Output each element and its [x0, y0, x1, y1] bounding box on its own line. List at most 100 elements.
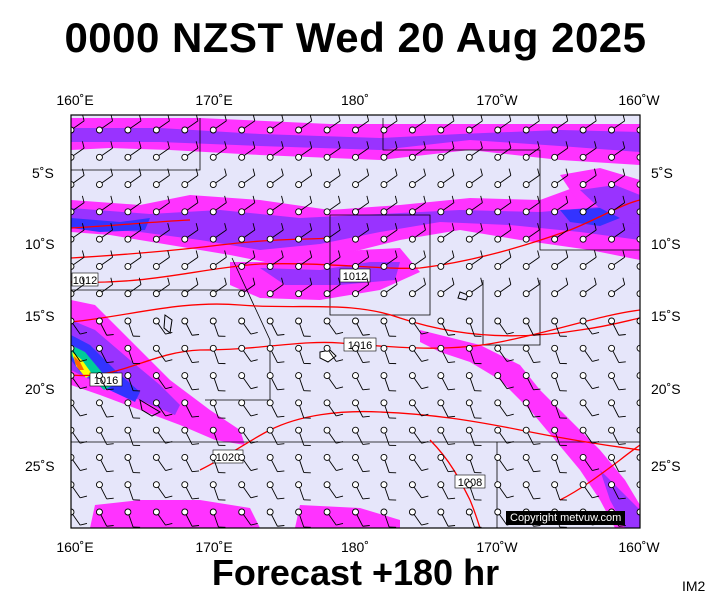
wind-barb-shaft [639, 402, 640, 405]
rain-heavy-west [71, 335, 140, 402]
wind-barb-flag [165, 413, 173, 417]
wind-barb-flag [394, 195, 398, 203]
island-samoa [457, 291, 469, 301]
wind-barb-flag [394, 223, 398, 231]
lat-label-25s: 25˚S [25, 458, 55, 474]
wind-barb-station [95, 372, 103, 380]
wind-barb-station [152, 344, 160, 352]
wind-barb-station [551, 290, 559, 298]
wind-barb-flag [281, 277, 284, 285]
wind-barb-station [408, 235, 416, 243]
wind-barb-station [266, 317, 274, 325]
wind-barb-flag [337, 141, 341, 149]
wind-barb-flag [252, 141, 256, 149]
wind-barb-flag [594, 277, 597, 285]
isobar-1020 [199, 410, 640, 471]
wind-barb-flag [480, 250, 483, 258]
wind-barb-flag [594, 141, 597, 149]
lat-label-20s-right: 20˚S [651, 381, 681, 397]
wind-barb-station [323, 508, 331, 516]
wind-barb-flag [448, 497, 456, 500]
wind-barb-station [494, 262, 502, 270]
wind-barb-flag [224, 141, 227, 149]
wind-barb-station [295, 399, 303, 407]
wind-barb-station [152, 235, 160, 243]
wind-barb-flag [533, 497, 541, 500]
wind-barb-flag [565, 168, 569, 176]
wind-barb-flag [506, 331, 514, 335]
wind-barb-station [522, 317, 530, 325]
wind-barb-flag [651, 278, 653, 285]
wind-barb-station [522, 344, 530, 352]
wind-barb-flag [622, 277, 626, 285]
wind-barb-flag [592, 441, 600, 444]
wind-barb-shaft [639, 265, 640, 267]
wind-barb-station [608, 153, 615, 161]
wind-barb-station [124, 153, 132, 161]
wind-barb-flag [336, 522, 344, 526]
wind-barb-station [465, 262, 473, 270]
wind-barb-station [465, 344, 473, 352]
wind-barb-flag [651, 250, 653, 257]
wind-barb-station [636, 481, 640, 489]
wind-barb-flag [165, 386, 173, 390]
wind-barb-station [71, 235, 75, 243]
wind-barb-station [152, 399, 160, 407]
copyright-label: Copyright metvuw.com [506, 511, 626, 525]
map-title: 0000 NZST Wed 20 Aug 2025 [64, 14, 647, 61]
wind-barb-station [494, 290, 502, 298]
wind-barb-flag [618, 525, 626, 527]
wind-barb-flag [110, 195, 113, 203]
wind-barb-station [636, 508, 640, 516]
isobar-1004 [559, 444, 640, 501]
wind-barb-station [636, 426, 640, 434]
wind-barb-shaft [639, 184, 640, 185]
wind-barb-flag [250, 522, 258, 526]
wind-barb-station [266, 262, 274, 270]
wind-barb-flag [506, 386, 514, 390]
wind-barb-station [551, 262, 559, 270]
wind-barb-flag [252, 168, 256, 176]
wind-barb-station [636, 235, 640, 243]
wind-barb-station [380, 372, 388, 380]
wind-barb-flag [106, 443, 114, 445]
wind-barb-flag [366, 195, 370, 203]
wind-barb-station [266, 481, 274, 489]
wind-barb-station [95, 290, 103, 298]
wind-barb-flag [618, 443, 626, 445]
wind-barb-station [522, 126, 530, 134]
wind-barb-station [323, 153, 331, 161]
wind-barb-flag [165, 468, 173, 471]
wind-barb-station [551, 481, 559, 489]
wind-barb-flag [421, 386, 429, 390]
wind-barb-flag [336, 331, 344, 335]
wind-barb-flag [167, 141, 170, 149]
wind-barb-flag [106, 497, 114, 500]
wind-barb-station [295, 290, 303, 298]
wind-barb-flag [281, 195, 284, 203]
wind-barb-station [380, 262, 388, 270]
wind-barb-station [437, 508, 445, 516]
wind-barb-station [209, 208, 217, 216]
wind-barb-flag [106, 415, 114, 418]
wind-barb-flag [451, 168, 455, 176]
wind-barb-flag [195, 250, 199, 258]
wind-barb-flag [336, 413, 344, 417]
wind-barb-station [522, 453, 530, 461]
wind-barb-station [124, 181, 132, 189]
wind-barb-station [494, 453, 502, 461]
wind-barb-station [608, 399, 615, 407]
wind-barb-flag [366, 168, 370, 176]
wind-barb-station [266, 181, 274, 189]
wind-barb-flag [80, 386, 88, 390]
wind-barb-station [295, 126, 303, 134]
wind-barb-station [95, 481, 103, 489]
wind-barb-station [608, 453, 615, 461]
wind-barb-flag [533, 470, 541, 473]
wind-barb-flag [138, 223, 142, 231]
wind-barb-station [408, 372, 416, 380]
wind-barb-flag [167, 250, 170, 258]
wind-barb-station [181, 181, 189, 189]
wind-barb-station [152, 426, 160, 434]
wind-barb-flag [508, 250, 512, 258]
